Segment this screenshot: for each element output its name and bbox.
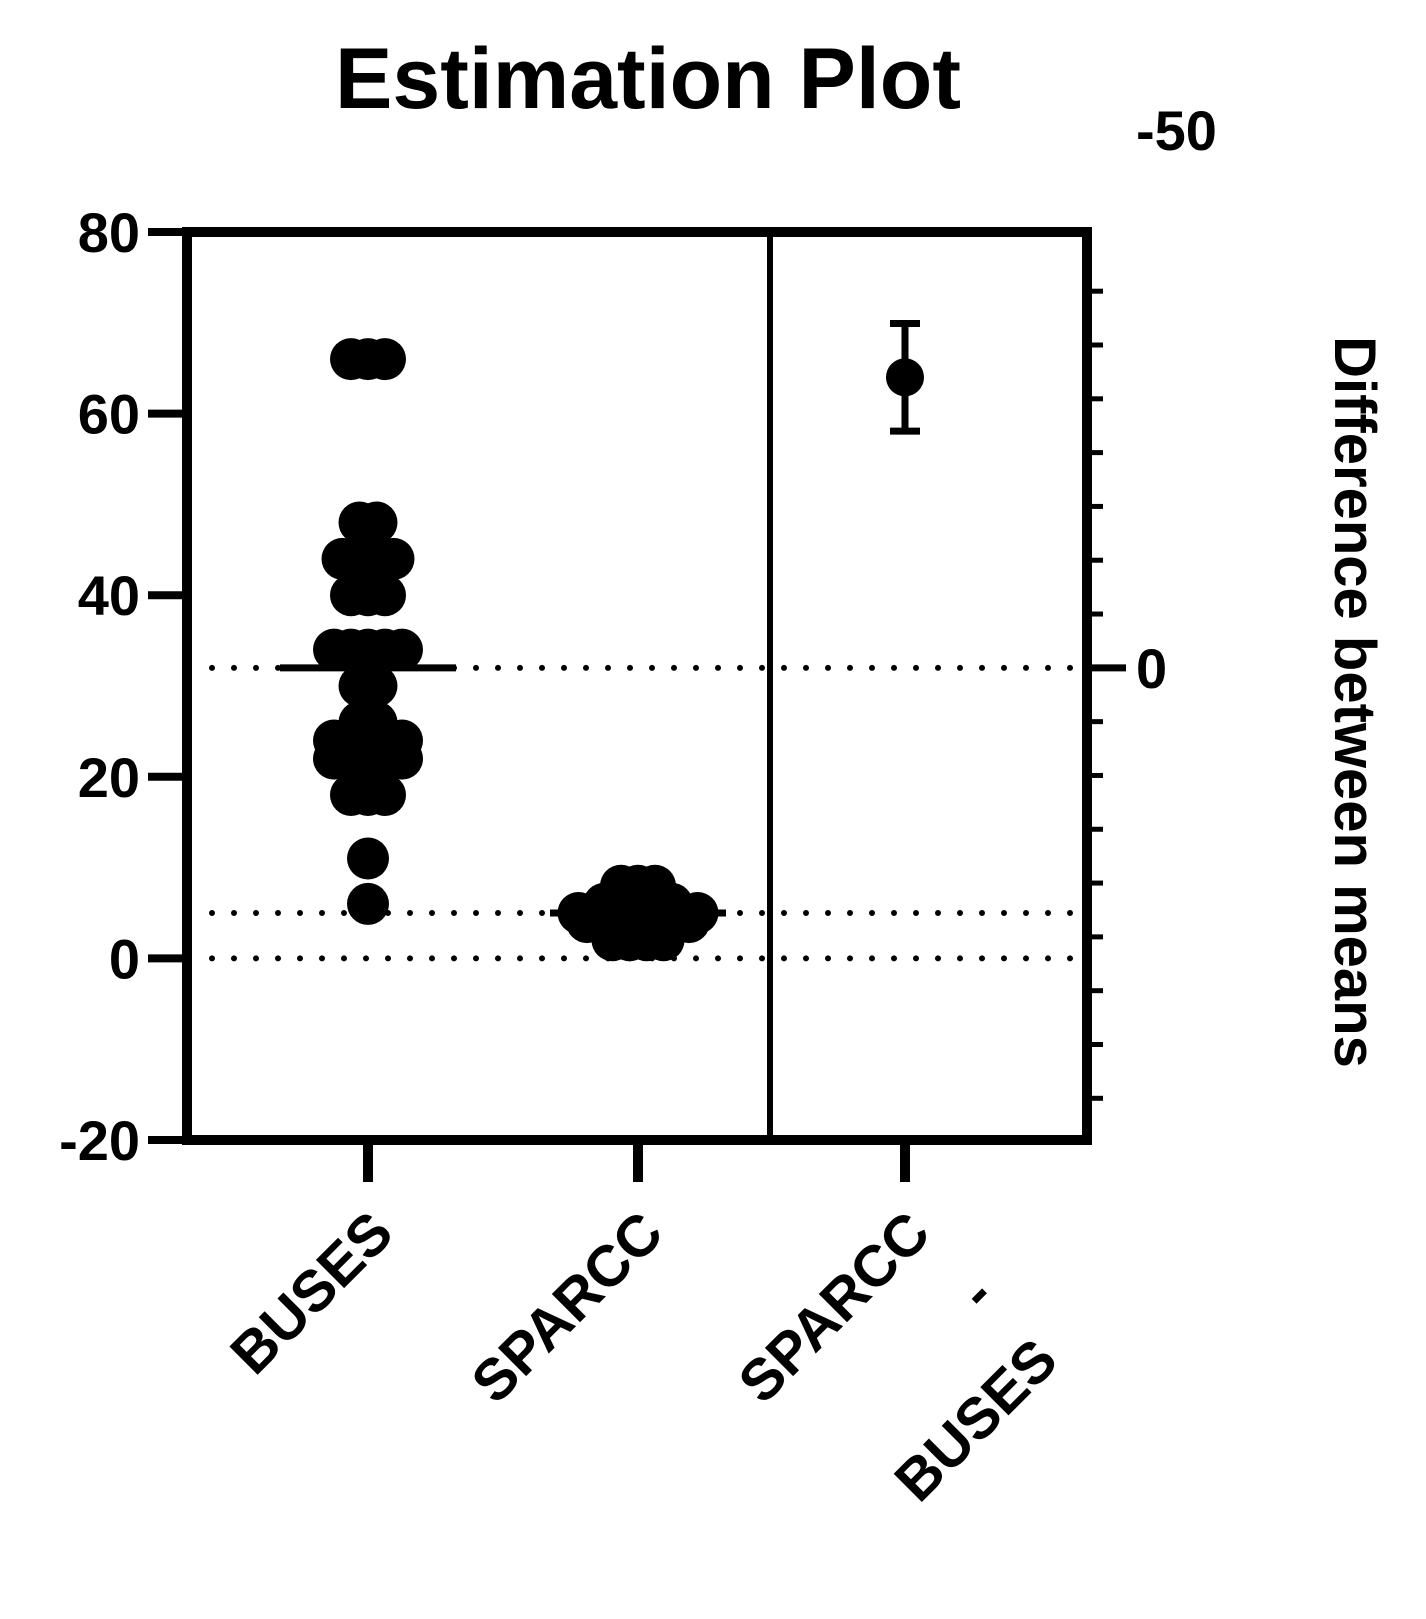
difference-mean-point: [886, 358, 924, 397]
data-points: [280, 338, 726, 962]
point-buses: [364, 574, 406, 617]
left-tick-label: 20: [78, 746, 140, 809]
x-category-label: SPARCC: [459, 1199, 675, 1415]
point-buses: [364, 338, 406, 381]
left-tick-label: 60: [78, 383, 140, 446]
left-axis: -20 0 20 40 60 80: [59, 201, 187, 1172]
x-axis: BUSES SPARCC SPARCC -BUSES: [218, 1140, 1070, 1514]
x-category-label-line: BUSES: [218, 1199, 405, 1386]
point-buses: [381, 628, 423, 671]
point-sparcc: [634, 864, 676, 907]
right-tick-label: 0: [1136, 637, 1167, 700]
x-category-label-line: -: [946, 1263, 1006, 1323]
point-buses: [355, 501, 398, 544]
right-axis-label: Difference between means: [1322, 336, 1387, 1068]
left-tick-label: 80: [78, 201, 140, 264]
chart-title: Estimation Plot: [335, 31, 961, 127]
point-buses: [355, 665, 398, 707]
point-buses: [355, 701, 398, 744]
difference-marker: [886, 319, 924, 435]
x-category-label-line: SPARCC: [459, 1199, 675, 1415]
right-axis: -50 0: [1087, 99, 1217, 1101]
x-category-label: SPARCC -BUSES: [726, 1199, 1069, 1514]
x-category-label-line: SPARCC: [726, 1199, 942, 1415]
x-category-label: BUSES: [218, 1199, 405, 1386]
right-tick-label: -50: [1136, 99, 1217, 162]
left-tick-label: -20: [59, 1109, 140, 1172]
plot-frames: [182, 227, 1092, 1145]
point-buses: [364, 773, 406, 816]
point-buses: [347, 882, 389, 925]
point-buses: [372, 537, 415, 580]
point-buses: [347, 837, 389, 880]
left-tick-label: 40: [78, 564, 140, 627]
left-tick-label: 0: [109, 927, 140, 990]
plot-frame: [182, 227, 1092, 1145]
x-category-label-line: BUSES: [882, 1327, 1069, 1514]
